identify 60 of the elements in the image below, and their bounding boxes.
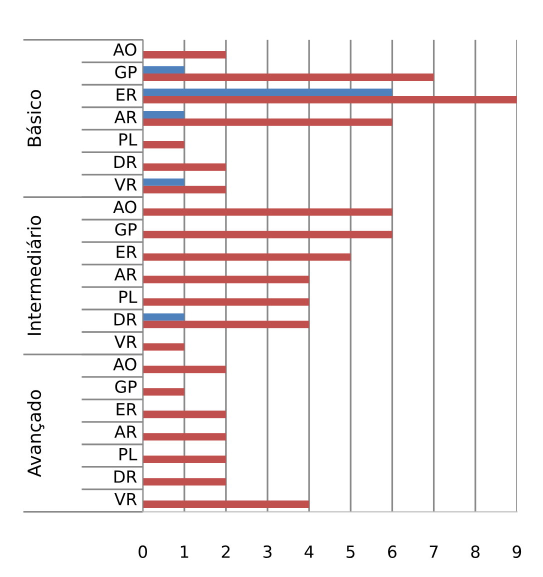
bar [142, 253, 351, 261]
y-tick-label: AR [114, 426, 137, 438]
bar [142, 343, 184, 351]
bar [142, 51, 226, 58]
x-tick-label: 6 [388, 545, 396, 558]
x-tick-label: 3 [263, 545, 272, 558]
bar [142, 66, 184, 74]
bar [142, 208, 392, 216]
x-tick-label: 5 [346, 546, 355, 558]
y-tick-label: DR [114, 156, 137, 168]
y-tick-label: GP [115, 380, 137, 394]
text: Básico [26, 90, 42, 146]
bar [142, 230, 392, 238]
x-tick-label: 4 [304, 546, 314, 558]
y-tick-label: VR [114, 336, 137, 348]
y-tick-label: DR [114, 470, 137, 483]
bar [142, 320, 310, 328]
bar [142, 500, 310, 508]
bar [142, 313, 184, 321]
bar [142, 388, 184, 396]
bar [142, 410, 226, 418]
y-tick-label: GP [115, 66, 137, 78]
bar [142, 276, 310, 284]
x-tick-label: 7 [430, 546, 438, 558]
y-tick-label: PL [120, 448, 138, 460]
y-tick-label: VR [114, 493, 137, 506]
x-tick-label: 0 [138, 545, 148, 558]
x-tick-label: 2 [222, 545, 230, 558]
x-tick-label: 8 [471, 545, 480, 558]
y-tick-label: PL [120, 133, 138, 146]
bar [142, 163, 226, 171]
y-tick-label: AO [113, 200, 136, 214]
y-tick-label: PL [120, 290, 138, 303]
bar [142, 96, 517, 104]
y-tick-label: AR [114, 110, 137, 124]
bar [142, 366, 226, 374]
bar [142, 74, 434, 81]
bar [142, 298, 310, 306]
bar [142, 118, 392, 126]
bar [142, 88, 392, 96]
y-tick-label: ER [116, 246, 137, 258]
bar [142, 178, 184, 186]
bar [142, 140, 184, 148]
y-tick-label: AO [113, 358, 136, 371]
bar [142, 111, 184, 118]
bar [142, 433, 226, 441]
y-tick-label: DR [114, 313, 137, 326]
y-tick-label: AO [113, 43, 136, 56]
text: Avançado [27, 390, 44, 477]
bar [142, 456, 226, 464]
x-tick-label: 9 [512, 545, 522, 558]
y-tick-label: GP [115, 223, 137, 236]
y-tick-label: VR [114, 178, 137, 191]
y-tick-label: ER [116, 88, 137, 101]
y-tick-label: AR [114, 268, 137, 280]
bar [142, 186, 226, 194]
y-tick-label: ER [116, 403, 137, 416]
x-tick-label: 1 [180, 546, 188, 558]
text: Intermediário [26, 216, 42, 335]
bar [142, 478, 226, 486]
